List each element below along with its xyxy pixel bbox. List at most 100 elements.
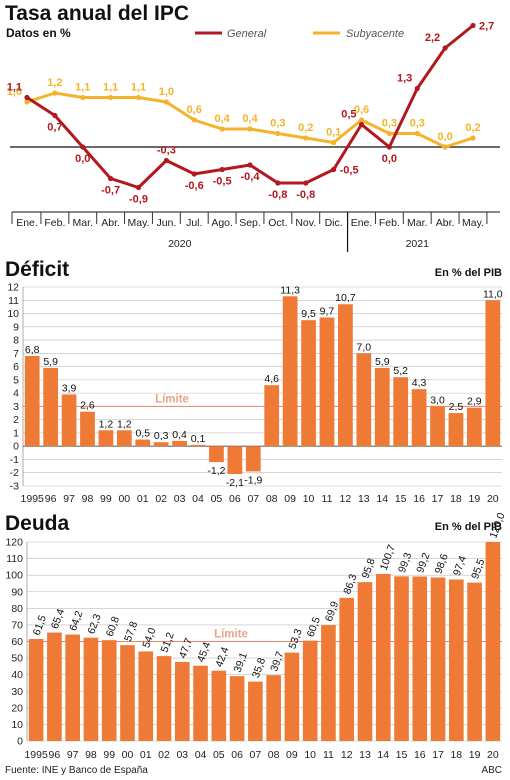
x-tick-label: 16 [414,749,426,761]
x-tick-label: 01 [140,749,152,761]
subyacente-value-label: 0,2 [465,122,480,134]
ipc-legend: General Subyacente [195,28,404,40]
x-tick-label: 20 [487,749,499,761]
bar [339,597,355,741]
bar-value-label: 42,4 [213,645,231,668]
bar-value-label: -1,9 [244,474,262,486]
bar-value-label: 95,5 [469,557,487,580]
y-tick-label: 11 [8,295,19,307]
x-tick-label: 05 [213,749,225,761]
bar [264,385,280,447]
subyacente-value-label: 1,1 [103,82,118,94]
deuda-x-ticks: 1995 96 97 98 99 00 01 02 03 04 05 06 07 08 09 10 11 12 13… [24,749,498,761]
y-tick-label: 0 [17,736,23,748]
bar [211,670,227,741]
general-point [135,184,142,191]
y-tick-label: 40 [11,669,23,681]
x-tick-label: 12 [340,493,352,505]
x-tick-label: 99 [100,493,112,505]
subyacente-point [219,126,225,132]
bar [138,651,154,741]
ipc-month-ticks [11,212,488,252]
y-tick-label: 9 [13,321,19,333]
general-value-label: -0,5 [340,165,359,177]
x-tick-label: 01 [137,493,149,505]
subyacente-point [80,94,86,101]
x-tick-label: 19 [469,493,481,505]
x-tick-label: 19 [469,749,481,761]
bar-value-label: 9,5 [301,308,316,320]
x-tick-label: 15 [396,749,408,761]
bar-value-label: 57,8 [122,620,140,643]
bar [153,442,169,447]
general-point [442,45,448,51]
bar-value-label: 120,0 [487,511,507,540]
month-label: May. [128,217,150,229]
bar [448,413,464,447]
ipc-subtitle: Datos en % [6,26,71,40]
subyacente-value-label: 0,3 [382,118,397,130]
month-label: Dic. [325,217,343,229]
subyacente-value-label: 1,1 [131,82,146,94]
general-point [219,166,225,173]
subyacente-point [191,117,197,123]
bar-value-label: 51,2 [159,631,177,654]
bar-value-label: 62,3 [85,612,103,635]
bar [98,430,114,447]
subyacente-value-label: 0,2 [298,122,313,134]
subyacente-value-label: 1,1 [75,82,90,94]
bar [411,389,427,447]
bar [156,656,172,741]
x-tick-label: 11 [323,749,334,761]
x-tick-label: 04 [192,493,204,505]
subyacente-point [331,139,337,146]
subyacente-point [275,130,281,137]
x-tick-label: 18 [450,493,462,505]
month-label: Abr. [101,217,120,229]
limit-label: Límite [214,629,248,641]
subyacente-point [303,135,309,141]
y-tick-label: 4 [13,388,19,400]
bar [24,355,40,447]
subyacente-point [358,117,365,123]
deficit-bars [24,296,501,475]
bar-value-label: 0,3 [154,430,169,442]
x-tick-label: 09 [286,749,298,761]
bar-value-label: 9,7 [320,306,335,318]
deficit-x-ticks: 1995 96 97 98 99 00 01 02 03 04 05 06 07 08 09 10 11 12 13… [21,493,499,505]
deficit-unit: En % del PIB [435,267,502,279]
general-value-label: -0,8 [268,189,287,201]
subyacente-point [247,126,253,132]
bar [227,446,243,475]
deuda-title: Deuda [5,512,70,535]
bar-value-label: 99,2 [414,551,432,574]
subyacente-value-label: 0,6 [354,104,369,116]
bar [83,637,99,741]
general-point [191,171,197,177]
general-value-label: 0,7 [47,122,62,134]
deficit-title: Déficit [5,258,69,281]
x-tick-label: 02 [158,749,170,761]
bar-value-label: 11,3 [280,284,300,296]
general-point [163,157,169,164]
general-point [52,112,58,119]
x-tick-label: 18 [450,749,462,761]
deuda-unit: En % del PIB [435,521,502,533]
deuda-bars [28,542,501,741]
y-tick-label: 6 [13,361,19,373]
month-label: Feb. [44,217,65,229]
ipc-chart: Tasa anual del IPC Datos en % General Su… [5,2,500,252]
subyacente-value-label: 0,0 [437,131,452,143]
y-tick-label: 70 [11,619,23,631]
bar-value-label: 10,7 [335,292,356,304]
bar-value-label: 61,5 [31,614,49,637]
y-tick-label: -3 [10,481,19,493]
bar [135,439,151,447]
general-point [108,175,114,182]
month-label: Feb. [379,217,400,229]
bar [101,640,117,741]
x-tick-label: 1995 [24,749,48,761]
bar-value-label: -1,2 [207,465,225,477]
bar [467,582,482,741]
bar-value-label: 0,1 [191,433,206,445]
